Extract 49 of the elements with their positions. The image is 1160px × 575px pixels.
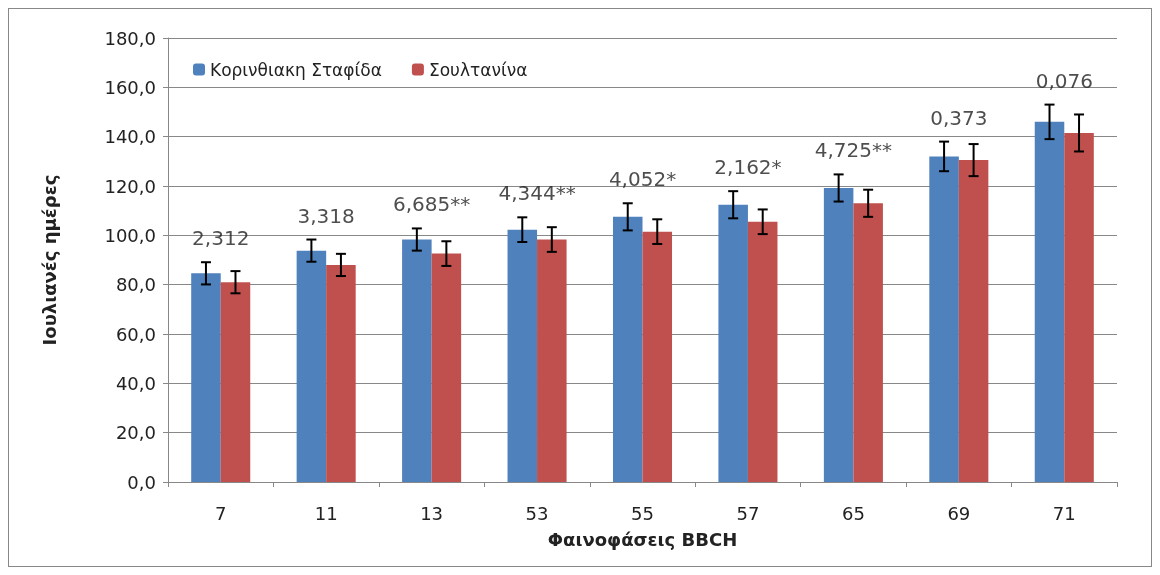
x-tick-label: 11	[314, 502, 338, 524]
y-tick-label: 80,0	[115, 274, 156, 296]
annotation: 0,373	[930, 105, 988, 130]
legend-label: Κορινθιακη Σταφίδα	[210, 59, 382, 80]
x-tick-label: 57	[736, 502, 760, 524]
y-tick-label: 0,0	[127, 471, 156, 493]
bar	[191, 273, 221, 482]
bar	[402, 239, 432, 482]
annotation: 2,162*	[714, 155, 782, 180]
x-axis-title: Φαινοφάσεις BBCH	[547, 528, 738, 550]
bar	[326, 264, 356, 482]
annotation: 3,318	[297, 203, 355, 228]
x-tick-label: 53	[525, 502, 549, 524]
x-tick-label: 71	[1052, 502, 1076, 524]
bar	[823, 187, 854, 482]
x-tick-label: 65	[841, 502, 865, 524]
bar	[507, 229, 538, 482]
bar	[296, 250, 327, 482]
bar	[612, 216, 643, 482]
bar	[1064, 132, 1094, 482]
bar	[220, 282, 251, 482]
annotation: 4,344**	[498, 181, 576, 206]
annotation: 6,685**	[392, 192, 471, 217]
y-tick-label: 180,0	[104, 27, 156, 49]
bar	[537, 239, 567, 482]
bar	[853, 203, 883, 482]
bar	[929, 156, 959, 482]
legend-label: Σουλτανίνα	[428, 59, 528, 80]
annotation: 4,725**	[814, 138, 893, 163]
x-tick-label: 55	[631, 502, 654, 524]
y-tick-label: 140,0	[104, 126, 156, 148]
bar	[747, 221, 778, 482]
x-tick-label: 69	[947, 502, 971, 524]
y-tick-label: 160,0	[104, 76, 156, 98]
y-tick-label: 120,0	[104, 175, 156, 197]
annotation: 0,076	[1035, 68, 1093, 93]
x-tick-label: 7	[215, 502, 227, 524]
annotation: 4,052*	[608, 167, 677, 192]
bar	[958, 160, 989, 482]
bar	[431, 253, 462, 482]
bar	[642, 231, 673, 482]
bar	[1034, 121, 1065, 482]
y-tick-label: 60,0	[115, 323, 156, 345]
x-tick-label: 13	[420, 502, 444, 524]
y-tick-label: 40,0	[115, 372, 156, 394]
y-axis-title: Ιουλιανές ημέρες	[38, 174, 60, 346]
y-tick-label: 20,0	[115, 422, 156, 444]
y-tick-label: 100,0	[104, 224, 156, 246]
bar	[718, 204, 748, 482]
